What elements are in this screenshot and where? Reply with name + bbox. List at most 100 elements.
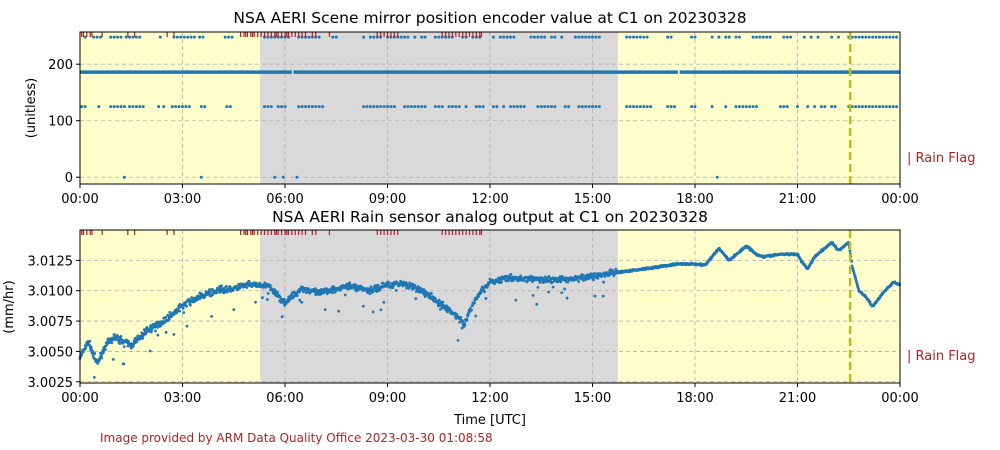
encoder-point — [109, 35, 113, 39]
y-tick-label: 3.0050 — [28, 345, 74, 360]
rain-sensor-point — [93, 351, 97, 355]
encoder-point — [522, 105, 526, 109]
encoder-point — [529, 35, 533, 39]
encoder-point — [813, 105, 817, 109]
encoder-point — [368, 105, 372, 109]
encoder-point — [782, 35, 786, 39]
rain-sensor-point — [848, 249, 852, 253]
encoder-point — [519, 105, 523, 109]
x-tick-label: 00:00 — [881, 391, 918, 406]
encoder-point — [379, 35, 383, 39]
encoder-point — [871, 105, 875, 109]
encoder-point — [266, 105, 270, 109]
x-tick-label: 18:00 — [676, 192, 713, 207]
rain-sensor-point — [559, 280, 563, 284]
encoder-point — [112, 35, 116, 39]
rain-sensor-point — [371, 310, 375, 314]
encoder-point — [283, 35, 287, 39]
rain-sensor-point — [387, 281, 391, 285]
encoder-point — [580, 35, 584, 39]
encoder-point — [170, 105, 174, 109]
encoder-point — [175, 35, 179, 39]
bottom-rain-flag-legend: | Rain Flag — [907, 349, 976, 364]
rain-sensor-point — [500, 280, 503, 284]
encoder-point — [389, 35, 393, 39]
encoder-point — [560, 35, 564, 39]
rain-sensor-point — [154, 329, 157, 333]
encoder-point — [632, 35, 635, 39]
encoder-point — [447, 105, 451, 109]
encoder-point — [495, 105, 499, 109]
encoder-point — [464, 105, 468, 109]
rain-sensor-point — [203, 295, 207, 299]
day-shading — [80, 230, 261, 383]
rain-sensor-point — [254, 300, 257, 304]
x-tick-label: 06:00 — [266, 391, 303, 406]
encoder-point — [295, 175, 299, 179]
rain-sensor-point — [159, 324, 163, 328]
encoder-point — [396, 35, 400, 39]
rain-sensor-point — [593, 294, 597, 298]
rain-sensor-point — [334, 289, 338, 293]
rain-sensor-point — [111, 358, 115, 361]
encoder-point — [857, 105, 861, 109]
rain-sensor-point — [531, 293, 535, 297]
encoder-point — [310, 105, 314, 109]
encoder-point — [413, 35, 417, 39]
encoder-point — [727, 35, 731, 39]
encoder-point — [95, 35, 99, 39]
encoder-point — [372, 105, 376, 109]
encoder-point — [112, 105, 116, 109]
encoder-point — [192, 35, 196, 39]
encoder-point — [440, 105, 444, 109]
rain-sensor-point — [276, 291, 280, 294]
y-tick-label: 3.0125 — [28, 254, 74, 269]
encoder-point — [584, 35, 588, 39]
encoder-point — [273, 175, 277, 179]
rain-sensor-point — [473, 301, 476, 305]
encoder-point — [198, 35, 202, 39]
encoder-point — [666, 35, 670, 39]
rain-sensor-point — [368, 292, 372, 296]
encoder-point — [690, 105, 694, 109]
y-tick-label: 200 — [48, 58, 73, 73]
y-tick-label: 100 — [48, 115, 73, 130]
encoder-point — [819, 105, 823, 109]
encoder-point — [406, 105, 410, 109]
encoder-point — [830, 35, 834, 39]
encoder-point — [864, 35, 868, 39]
encoder-point — [502, 35, 506, 39]
rain-sensor-point — [167, 317, 171, 321]
encoder-point — [710, 35, 714, 39]
rain-sensor-point — [149, 330, 153, 334]
encoder-point — [416, 105, 420, 109]
encoder-point — [437, 105, 441, 109]
rain-sensor-point — [148, 349, 152, 353]
rain-sensor-point — [156, 333, 160, 337]
rain-sensor-point — [429, 292, 433, 295]
encoder-point — [300, 35, 304, 39]
encoder-point — [269, 105, 273, 109]
encoder-point — [539, 35, 543, 39]
encoder-point — [134, 35, 138, 39]
rain-sensor-point — [88, 339, 92, 343]
encoder-point — [182, 35, 186, 39]
x-tick-label: 06:00 — [266, 192, 303, 207]
encoder-point — [628, 105, 632, 109]
rain-sensor-point — [122, 345, 126, 349]
rain-sensor-point — [142, 328, 146, 331]
encoder-point — [884, 105, 888, 109]
encoder-point — [158, 35, 162, 39]
rain-sensor-point — [535, 302, 539, 306]
encoder-point — [297, 35, 301, 39]
encoder-point — [413, 105, 417, 109]
rain-sensor-point — [484, 297, 488, 300]
rain-sensor-point — [596, 276, 600, 280]
x-tick-label: 00:00 — [881, 192, 918, 207]
encoder-point — [669, 35, 673, 39]
encoder-point — [573, 35, 577, 39]
encoder-point — [134, 105, 138, 109]
encoder-point — [138, 35, 142, 39]
rain-sensor-point — [122, 362, 126, 366]
encoder-point — [693, 35, 697, 39]
